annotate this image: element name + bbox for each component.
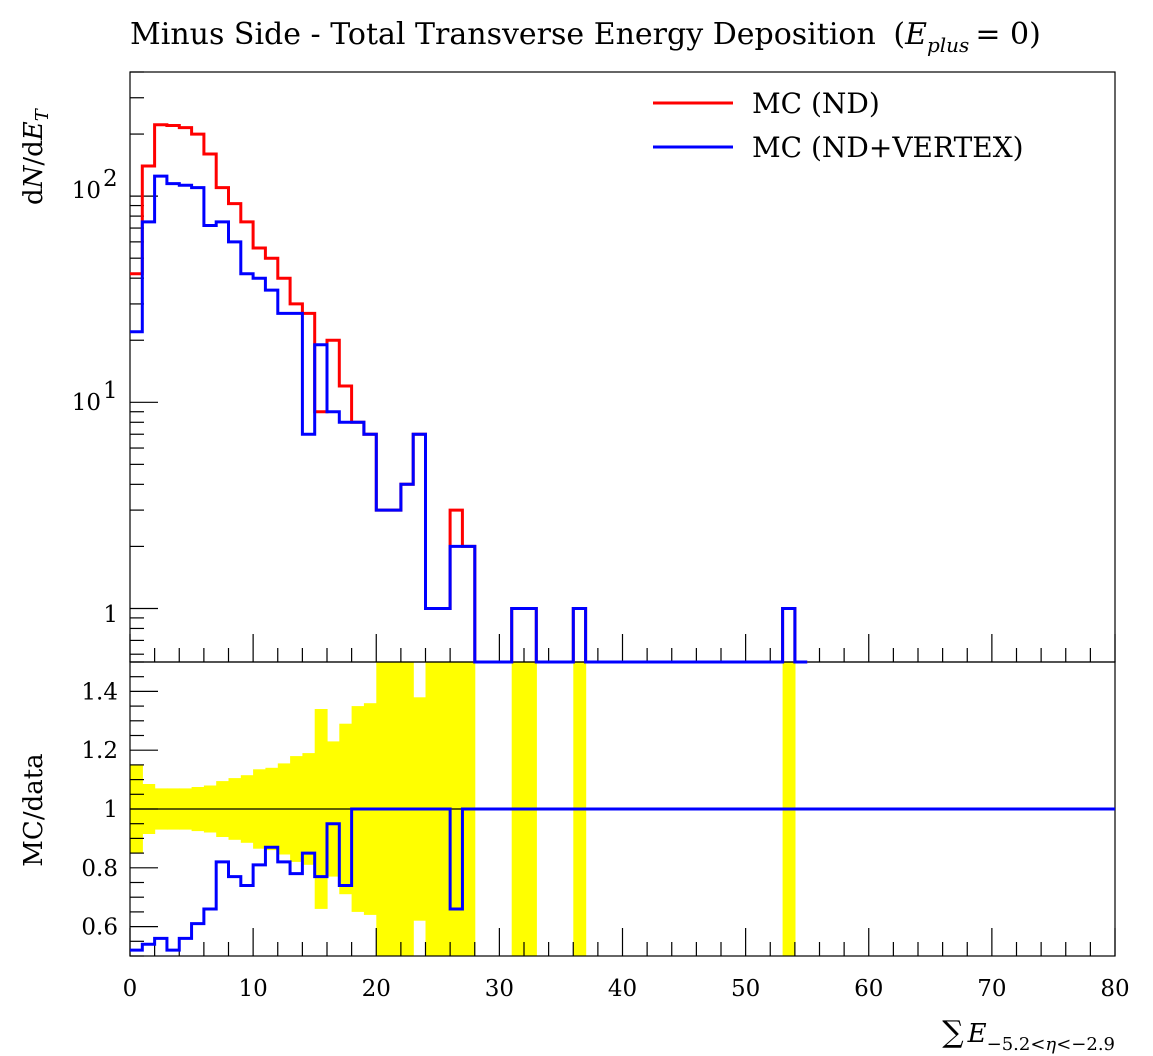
x-tick-label: 70 xyxy=(977,976,1006,1002)
x-tick-labels: 0 10 20 30 40 50 60 70 80 xyxy=(123,976,1130,1002)
ratio-y-tick-label: 1.2 xyxy=(81,738,118,764)
main-y-tick-label-10-exp: 1 xyxy=(103,378,118,404)
x-tick-label: 0 xyxy=(123,976,138,1002)
x-tick-label: 30 xyxy=(485,976,514,1002)
legend: MC (ND) MC (ND+VERTEX) xyxy=(653,87,1024,164)
ratio-series-mc-nd-vertex xyxy=(130,807,1115,952)
chart-title: Minus Side - Total Transverse Energy Dep… xyxy=(130,17,1041,57)
main-y-axis-label: dN/dET xyxy=(19,107,53,205)
ratio-y-tick-labels: 0.6 0.8 1 1.2 1.4 xyxy=(81,679,118,940)
ratio-y-axis-label: MC/data xyxy=(19,753,49,866)
x-tick-label: 50 xyxy=(731,976,760,1002)
main-y-tick-label-1: 1 xyxy=(103,602,118,628)
x-axis-label: ∑ E−5.2<η<−2.9 xyxy=(942,1015,1115,1055)
x-tick-label: 80 xyxy=(1100,976,1129,1002)
series-mc-nd xyxy=(130,123,808,664)
ratio-y-tick-label: 1.4 xyxy=(81,679,118,705)
main-y-tick-label-10: 10 xyxy=(72,390,101,416)
series-mc-nd-vertex xyxy=(130,174,808,664)
x-tick-label: 20 xyxy=(362,976,391,1002)
ratio-y-tick-label: 0.8 xyxy=(81,856,118,882)
main-y-tick-label-100: 10 xyxy=(72,178,101,204)
ratio-y-tick-label: 0.6 xyxy=(81,915,118,941)
chart-title-main: Minus Side - Total Transverse Energy Dep… xyxy=(130,17,876,52)
x-tick-label: 10 xyxy=(238,976,267,1002)
ratio-y-tick-label: 1 xyxy=(103,797,118,823)
x-tick-label: 40 xyxy=(608,976,637,1002)
legend-label-mc-nd: MC (ND) xyxy=(752,87,880,120)
main-y-tick-label-100-exp: 2 xyxy=(103,166,118,192)
x-tick-label: 60 xyxy=(854,976,883,1002)
legend-label-mc-nd-vertex: MC (ND+VERTEX) xyxy=(752,131,1024,164)
